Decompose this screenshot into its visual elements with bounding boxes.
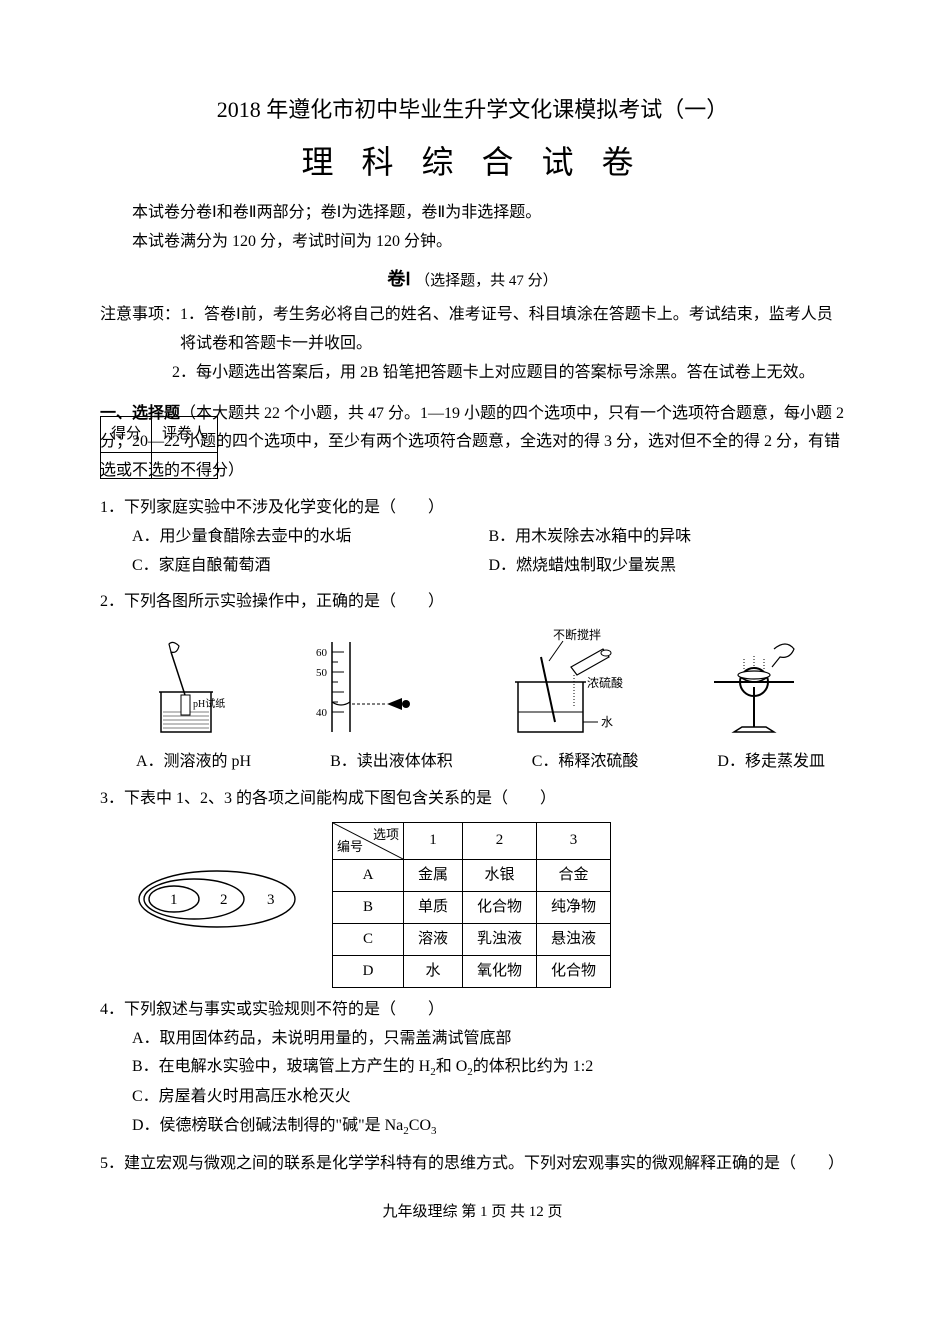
q1-stem: 1．下列家庭实验中不涉及化学变化的是（ ） [100,494,845,523]
question-1: 1．下列家庭实验中不涉及化学变化的是（ ） A．用少量食醋除去壶中的水垢 B．用… [100,494,845,580]
q3-row-d-3: 化合物 [537,955,611,987]
q3-diagram-3: 3 [267,892,275,908]
q3-row-d-1: 水 [404,955,463,987]
q3-head-id: 编号 [337,835,363,858]
q3-row-b-1: 单质 [404,891,463,923]
part1-title: 一、选择题 [100,405,180,422]
table-row: B 单质 化合物 纯净物 [333,891,611,923]
q3-head-3: 3 [537,822,611,859]
q2-fig-c: 不断搅拌 浓硫酸 水 [483,627,633,742]
q1-option-d: D．燃烧蜡烛制取少量炭黑 [489,552,846,581]
q2b-tick-50: 50 [316,667,328,679]
q2-stem: 2．下列各图所示实验操作中，正确的是（ ） [100,588,845,617]
q3-diagram-2: 2 [220,892,228,908]
q2-fig-d [694,627,814,742]
q1-option-c: C．家庭自酿葡萄酒 [132,552,489,581]
notice-block: 注意事项： 1．答卷Ⅰ前，考生务必将自己的姓名、准考证号、科目填涂在答题卡上。考… [100,301,845,387]
q3-row-c-id: C [333,923,404,955]
q2-fig-b: 60 50 40 [302,632,422,742]
q3-head-1: 1 [404,822,463,859]
notice-item-2: 2．每小题选出答案后，用 2B 铅笔把答题卡上对应题目的答案标号涂黑。答在试卷上… [196,359,845,388]
q2b-tick-60: 60 [316,647,328,659]
q4-stem: 4．下列叙述与事实或实验规则不符的是（ ） [100,996,845,1025]
part1-header: 一、选择题（本大题共 22 个小题，共 47 分。1—19 小题的四个选项中，只… [100,400,845,486]
section-1-subtitle: （选择题，共 47 分） [415,273,558,289]
q3-head-option: 选项 [373,823,399,846]
question-4: 4．下列叙述与事实或实验规则不符的是（ ） A．取用固体药品，未说明用量的，只需… [100,996,845,1142]
question-3: 3．下表中 1、2、3 的各项之间能构成下图包含关系的是（ ） 1 2 3 选项… [100,785,845,988]
q4-option-c: C．房屋着火时用高压水枪灭火 [132,1083,845,1112]
q2-option-a: A．测溶液的 pH [136,748,251,777]
q3-row-a-3: 合金 [537,859,611,891]
q3-row-d-id: D [333,955,404,987]
q3-row-a-id: A [333,859,404,891]
exam-year-title: 2018 年遵化市初中毕业生升学文化课模拟考试（一） [100,90,845,130]
q3-row-c-1: 溶液 [404,923,463,955]
exam-subject-title: 理 科 综 合 试 卷 [100,134,845,192]
q1-option-b: B．用木炭除去冰箱中的异味 [489,523,846,552]
q3-row-d-2: 氧化物 [463,955,537,987]
q4-option-a: A．取用固体药品，未说明用量的，只需盖满试管底部 [132,1025,845,1054]
notice-item-1: 1．答卷Ⅰ前，考生务必将自己的姓名、准考证号、科目填涂在答题卡上。考试结束，监考… [180,301,845,359]
section-1-head: 卷Ⅰ （选择题，共 47 分） [100,263,845,295]
q2a-label: pH试纸 [193,697,225,710]
q3-stem: 3．下表中 1、2、3 的各项之间能构成下图包含关系的是（ ） [100,785,845,814]
section-1-title: 卷Ⅰ [387,269,410,289]
table-row: C 溶液 乳浊液 悬浊液 [333,923,611,955]
notice-label: 注意事项： [100,301,180,359]
q3-row-a-1: 金属 [404,859,463,891]
q3-head-2: 2 [463,822,537,859]
q2-option-d: D．移走蒸发皿 [717,748,825,777]
q5-stem: 5．建立宏观与微观之间的联系是化学学科特有的思维方式。下列对宏观事实的微观解释正… [100,1150,845,1179]
question-2: 2．下列各图所示实验操作中，正确的是（ ） pH试纸 [100,588,845,777]
q3-row-b-3: 纯净物 [537,891,611,923]
q2-fig-a: pH试纸 [131,632,241,742]
table-row: A 金属 水银 合金 [333,859,611,891]
q3-row-c-3: 悬浊液 [537,923,611,955]
q2b-tick-40: 40 [316,707,328,719]
q1-option-a: A．用少量食醋除去壶中的水垢 [132,523,489,552]
q2c-acid: 浓硫酸 [587,675,623,690]
q3-diagram: 1 2 3 [132,864,302,945]
question-5: 5．建立宏观与微观之间的联系是化学学科特有的思维方式。下列对宏观事实的微观解释正… [100,1150,845,1179]
q3-row-b-2: 化合物 [463,891,537,923]
q2-option-b: B．读出液体体积 [330,748,453,777]
q3-table: 选项 编号 1 2 3 A 金属 水银 合金 B 单质 化合物 纯净物 [332,822,611,988]
q2c-stir: 不断搅拌 [553,627,601,642]
intro-line-2: 本试卷满分为 120 分，考试时间为 120 分钟。 [100,228,845,257]
q2-option-c: C．稀释浓硫酸 [532,748,639,777]
q3-diagram-1: 1 [170,892,178,908]
q3-row-c-2: 乳浊液 [463,923,537,955]
part1-desc: （本大题共 22 个小题，共 47 分。1—19 小题的四个选项中，只有一个选项… [100,405,844,480]
q4-option-b: B．在电解水实验中，玻璃管上方产生的 H2和 O2的体积比约为 1:2 [132,1053,845,1083]
table-row: D 水 氧化物 化合物 [333,955,611,987]
q3-row-a-2: 水银 [463,859,537,891]
page-footer: 九年级理综 第 1 页 共 12 页 [100,1199,845,1226]
intro-line-1: 本试卷分卷Ⅰ和卷Ⅱ两部分；卷Ⅰ为选择题，卷Ⅱ为非选择题。 [100,199,845,228]
q3-row-b-id: B [333,891,404,923]
q2c-water: 水 [601,715,613,729]
q4-option-d: D．侯德榜联合创碱法制得的"碱"是 Na2CO3 [132,1112,845,1142]
